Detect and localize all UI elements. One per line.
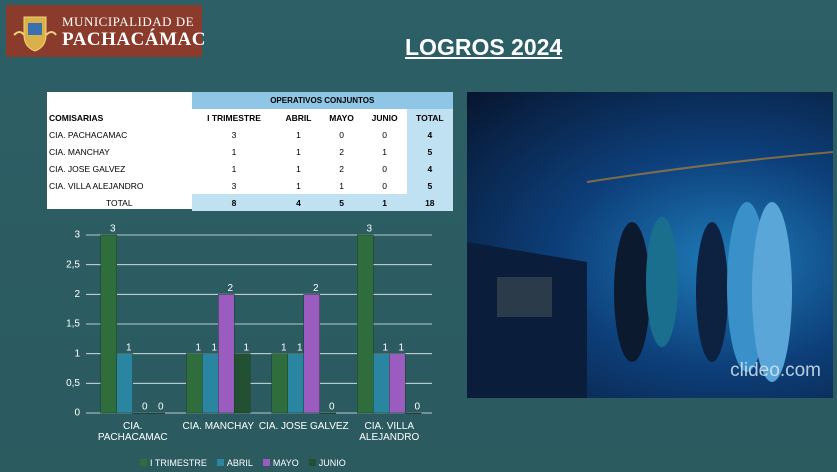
legend-swatch xyxy=(309,459,316,466)
legend-item: ABRIL xyxy=(217,458,253,468)
watermark: clideo.com xyxy=(730,360,821,382)
data-label: 1 xyxy=(297,342,303,353)
bar xyxy=(373,354,389,413)
bar xyxy=(218,294,234,413)
bar xyxy=(320,413,336,414)
legend-item: I TRIMESTRE xyxy=(140,458,207,468)
bar xyxy=(117,354,133,413)
legend-swatch xyxy=(217,459,224,466)
data-label: 0 xyxy=(329,402,335,413)
bar xyxy=(357,235,373,413)
legend-item: JUNIO xyxy=(309,458,346,468)
data-label: 1 xyxy=(398,342,404,353)
legend-item: MAYO xyxy=(263,458,299,468)
legend-label: I TRIMESTRE xyxy=(150,458,207,468)
x-tick-label: CIA. JOSE GALVEZ xyxy=(259,421,349,432)
bar xyxy=(101,235,117,413)
legend: I TRIMESTRE ABRIL MAYO JUNIO xyxy=(140,458,346,468)
data-label: 3 xyxy=(110,224,116,235)
bar xyxy=(304,294,320,413)
data-label: 1 xyxy=(281,342,287,353)
y-tick-label: 0,5 xyxy=(66,378,80,389)
bar xyxy=(202,354,218,413)
legend-label: ABRIL xyxy=(227,458,253,468)
bar xyxy=(234,354,250,413)
data-label: 0 xyxy=(142,402,148,413)
legend-label: MAYO xyxy=(273,458,299,468)
x-tick-label: CIA. PACHACAMAC xyxy=(88,421,178,443)
y-tick-label: 0 xyxy=(74,408,80,419)
slide: MUNICIPALIDAD DE PACHACÁMAC LOGROS 2024 … xyxy=(0,0,837,472)
y-tick-label: 2 xyxy=(74,289,80,300)
data-label: 0 xyxy=(414,402,420,413)
bar xyxy=(272,354,288,413)
data-label: 1 xyxy=(211,342,217,353)
bar xyxy=(149,413,165,414)
legend-swatch xyxy=(263,459,270,466)
photo-scene xyxy=(467,92,833,398)
legend-swatch xyxy=(140,459,147,466)
x-tick-label: CIA. MANCHAY xyxy=(173,421,263,432)
bar xyxy=(133,413,149,414)
bar xyxy=(288,354,304,413)
data-label: 1 xyxy=(195,342,201,353)
data-label: 2 xyxy=(227,283,233,294)
data-label: 1 xyxy=(382,342,388,353)
bar xyxy=(186,354,202,413)
x-tick-label: CIA. VILLA ALEJANDRO xyxy=(344,421,434,443)
bar xyxy=(389,354,405,413)
data-label: 1 xyxy=(243,342,249,353)
bar xyxy=(405,413,421,414)
data-label: 0 xyxy=(158,402,164,413)
data-label: 2 xyxy=(313,283,319,294)
legend-label: JUNIO xyxy=(319,458,346,468)
photo: clideo.com xyxy=(467,92,833,398)
y-tick-label: 2,5 xyxy=(66,259,80,270)
y-tick-label: 1,5 xyxy=(66,319,80,330)
y-tick-label: 3 xyxy=(74,230,80,241)
data-label: 1 xyxy=(126,342,132,353)
y-tick-label: 1 xyxy=(74,348,80,359)
data-label: 3 xyxy=(366,224,372,235)
